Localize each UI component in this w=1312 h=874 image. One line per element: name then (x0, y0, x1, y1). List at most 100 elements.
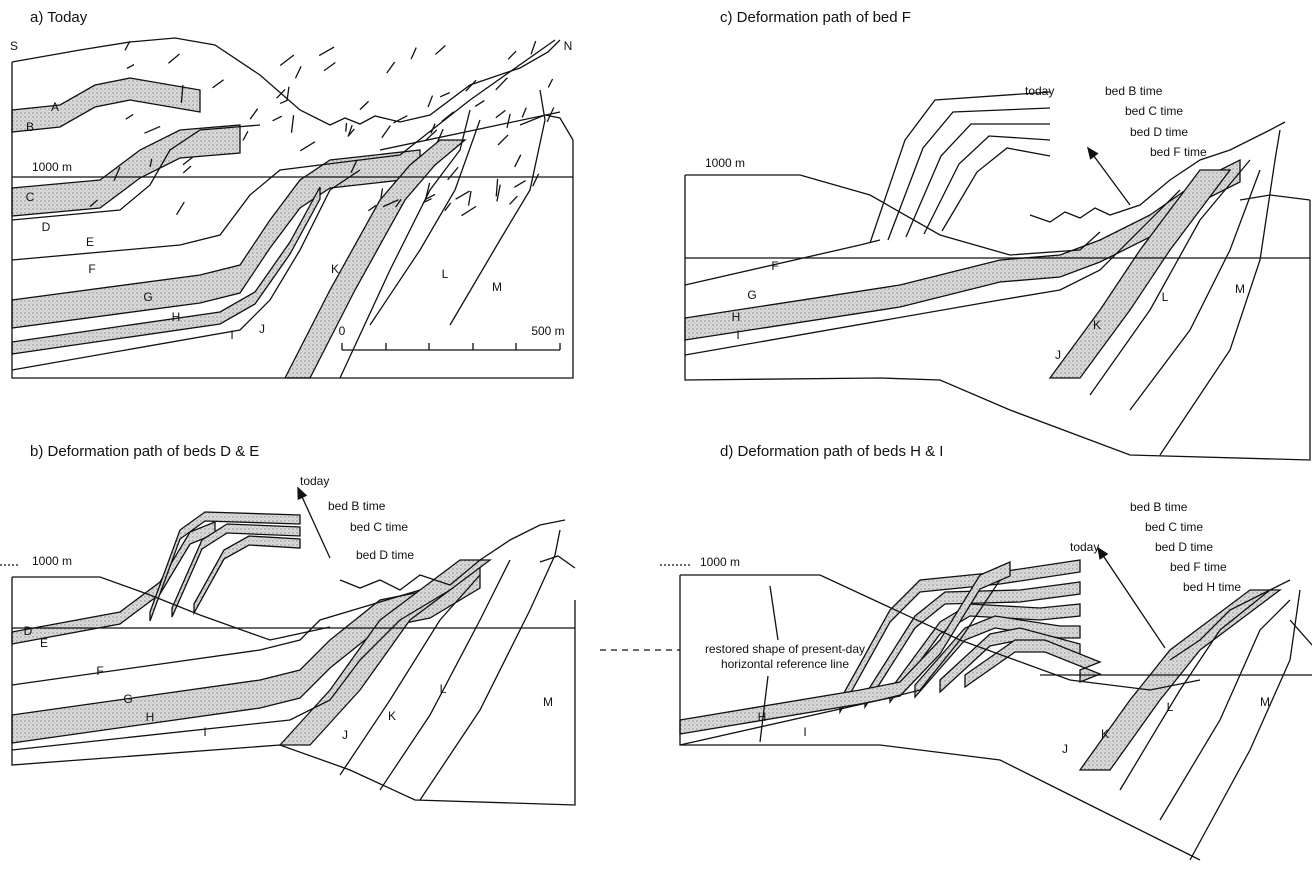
figure: a) TodaySN0500 m1000 mABCDEFGHIJKLMb) De… (0, 0, 1312, 874)
bed-line (496, 110, 506, 117)
label: bed D time (1155, 540, 1213, 554)
bed-line (12, 38, 560, 125)
bed-line (126, 114, 133, 119)
bed-line (382, 126, 391, 138)
label: K (388, 709, 396, 723)
label: K (1101, 727, 1109, 741)
label: bed B time (1130, 500, 1188, 514)
bed-line (1098, 548, 1165, 648)
label: E (40, 636, 48, 650)
arrow-head (1088, 148, 1097, 159)
label: M (543, 695, 553, 709)
label: bed F time (1170, 560, 1227, 574)
bed-line (292, 115, 294, 133)
label: D (42, 220, 51, 234)
bed-line (448, 167, 459, 180)
label: 1000 m (32, 554, 72, 568)
label: today (300, 474, 329, 488)
label: bed D time (356, 548, 414, 562)
label: G (123, 692, 132, 706)
bed-line (360, 101, 369, 109)
label: bed C time (1145, 520, 1203, 534)
bed-line (177, 202, 185, 215)
bed-line (462, 206, 477, 215)
label: A (51, 100, 59, 114)
label: 1000 m (700, 555, 740, 569)
label: F (88, 262, 95, 276)
bed-line (168, 54, 179, 63)
panel-b: b) Deformation path of beds D & E 1000 m t… (0, 443, 575, 805)
bed-line (888, 108, 1050, 240)
label: 1000 m (705, 156, 745, 170)
bed-line (295, 66, 301, 78)
label: N (564, 39, 573, 53)
label: 0 (339, 324, 346, 338)
label: K (1093, 318, 1101, 332)
label: F (771, 259, 778, 273)
label: M (492, 280, 502, 294)
bed-band (194, 536, 300, 613)
bed-line (531, 41, 536, 54)
panel-title: b) Deformation path of beds D & E (30, 443, 259, 460)
label: today (1070, 540, 1099, 554)
label: bed H time (1183, 580, 1241, 594)
bed-band (1050, 170, 1230, 378)
bed-line (456, 191, 470, 199)
label: M (1235, 282, 1245, 296)
panel-title: d) Deformation path of beds H & I (720, 443, 943, 460)
bed-line (870, 92, 1050, 243)
label: G (747, 288, 756, 302)
bed-line (515, 155, 521, 167)
label: J (259, 322, 265, 336)
bed-line (507, 114, 510, 128)
bed-line (298, 488, 330, 558)
bed-line (127, 65, 134, 69)
label: bed B time (1105, 84, 1163, 98)
bed-line (1090, 160, 1250, 395)
bed-line (540, 556, 575, 568)
bed-line (435, 45, 445, 54)
bed-line (466, 80, 476, 91)
bed-line (1160, 600, 1290, 820)
bed-line (442, 112, 454, 122)
label: K (331, 262, 339, 276)
label: restored shape of present-day (705, 642, 865, 656)
label: I (230, 328, 233, 342)
label: H (172, 310, 181, 324)
label: I (803, 725, 806, 739)
label: J (1055, 348, 1061, 362)
bed-line (685, 240, 880, 285)
bed-line (428, 96, 432, 107)
label: bed C time (1125, 104, 1183, 118)
bed-line (387, 62, 395, 73)
label: 1000 m (32, 160, 72, 174)
bed-line (469, 191, 472, 206)
arrow-head (298, 488, 306, 499)
label: today (1025, 84, 1054, 98)
arrow-head (1098, 548, 1107, 559)
bed-line (522, 108, 526, 118)
label: F (96, 664, 103, 678)
label: G (143, 290, 152, 304)
label: L (1162, 290, 1169, 304)
label: M (1260, 695, 1270, 709)
label: C (26, 190, 35, 204)
label: bed B time (328, 499, 386, 513)
label: 500 m (531, 324, 564, 338)
label: I (203, 725, 206, 739)
bed-line (508, 51, 516, 59)
label: J (1062, 742, 1068, 756)
bed-line (287, 87, 289, 100)
label: H (758, 710, 767, 724)
bed-line (280, 100, 287, 103)
panel-title: c) Deformation path of bed F (720, 9, 911, 26)
bed-line (496, 179, 497, 196)
bed-line (942, 148, 1050, 231)
label: bed D time (1130, 125, 1188, 139)
bed-line (273, 116, 282, 121)
bed-band (1080, 590, 1280, 770)
bed-line (548, 79, 552, 87)
bed-line (685, 175, 1100, 255)
bed-line (498, 135, 508, 145)
label: B (26, 120, 34, 134)
